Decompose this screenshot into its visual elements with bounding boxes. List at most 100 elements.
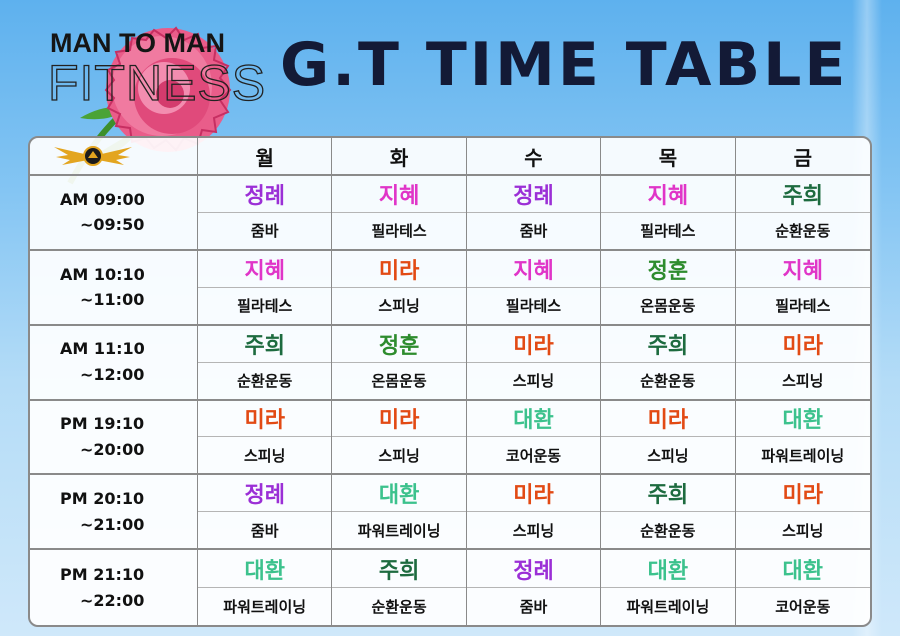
class-name: 코어운동: [775, 598, 831, 617]
class-name: 온몸운동: [371, 372, 427, 391]
class-name: 필라테스: [371, 222, 427, 241]
class-name: 스피닝: [647, 446, 689, 465]
time-end: ~22:00: [80, 590, 145, 610]
time-end: ~12:00: [80, 365, 145, 385]
time-slot: PM 20:10 ~21:00: [30, 475, 198, 551]
instructor-name: 미라: [735, 475, 870, 513]
instructor-name: 주희: [601, 475, 735, 513]
instructor-name: 미라: [466, 326, 601, 363]
instructor-name: 주희: [601, 326, 735, 363]
time-start: PM 19:10: [60, 414, 145, 434]
instructor-name: 주희: [735, 176, 870, 213]
day-header: 목: [601, 138, 736, 176]
schedule-cell: 정례 줌바: [466, 176, 602, 251]
class-name: 스피닝: [782, 521, 824, 540]
instructor-name: 주희: [332, 550, 466, 589]
class-name: 파워트레이닝: [626, 598, 710, 617]
class-name: 스피닝: [378, 446, 420, 465]
class-name: 스피닝: [243, 446, 286, 465]
class-name: 순환운동: [640, 521, 696, 540]
instructor-name: 지혜: [466, 251, 601, 288]
instructor-name: 정훈: [601, 251, 735, 288]
class-name: 스피닝: [512, 521, 555, 540]
schedule-cell: 지혜 필라테스: [332, 176, 467, 251]
schedule-cell: 주희 순환운동: [601, 325, 736, 401]
instructor-name: 정례: [198, 176, 332, 213]
class-name: 스피닝: [378, 297, 420, 316]
time-end: ~09:50: [80, 215, 145, 235]
timetable-grid: 월 화 수 목 금 AM 09:00 ~09:50 정례 줌바 지혜 필라테스 정례 줌바 지혜…: [28, 136, 872, 627]
class-name: 스피닝: [512, 372, 555, 391]
day-header: 월: [198, 138, 333, 176]
instructor-name: 미라: [466, 475, 601, 513]
instructor-name: 미라: [332, 251, 466, 288]
class-name: 파워트레이닝: [223, 598, 307, 617]
instructor-name: 정훈: [332, 326, 466, 363]
class-name: 필라테스: [505, 297, 562, 316]
table-corner: [30, 138, 198, 176]
instructor-name: 미라: [601, 401, 735, 438]
time-start: PM 21:10: [60, 564, 145, 584]
day-header: 금: [735, 138, 870, 176]
instructor-name: 정례: [198, 475, 332, 513]
schedule-cell: 정례 줌바: [466, 550, 602, 625]
class-name: 파워트레이닝: [357, 521, 441, 540]
instructor-name: 미라: [198, 401, 332, 438]
time-start: AM 11:10: [60, 339, 145, 359]
class-name: 필라테스: [640, 222, 696, 241]
instructor-name: 미라: [735, 326, 870, 363]
instructor-name: 대환: [466, 401, 601, 438]
instructor-name: 대환: [735, 550, 870, 589]
time-end: ~20:00: [80, 439, 145, 459]
schedule-cell: 주희 순환운동: [735, 176, 870, 251]
class-name: 순환운동: [237, 372, 293, 391]
class-name: 파워트레이닝: [761, 446, 845, 465]
time-start: AM 09:00: [60, 189, 145, 209]
brand-subtitle: FITNESS: [47, 55, 267, 111]
time-start: AM 10:10: [60, 264, 145, 284]
instructor-name: 미라: [332, 401, 466, 438]
instructor-name: 지혜: [601, 176, 735, 213]
time-end: ~11:00: [80, 290, 145, 310]
time-slot: PM 19:10 ~20:00: [30, 400, 198, 476]
class-name: 스피닝: [782, 372, 824, 391]
schedule-cell: 지혜 필라테스: [198, 250, 333, 326]
day-header: 수: [466, 138, 602, 176]
time-slot: AM 09:00 ~09:50: [30, 176, 198, 251]
time-start: PM 20:10: [60, 489, 145, 509]
time-slot: AM 10:10 ~11:00: [30, 250, 198, 326]
class-name: 줌바: [250, 222, 279, 241]
class-name: 순환운동: [371, 598, 427, 617]
schedule-cell: 대환 코어운동: [466, 400, 602, 476]
class-name: 줌바: [519, 598, 548, 617]
instructor-name: 대환: [332, 475, 466, 513]
class-name: 줌바: [250, 521, 279, 540]
instructor-name: 지혜: [735, 251, 870, 288]
instructor-name: 주희: [198, 326, 332, 363]
class-name: 필라테스: [775, 297, 831, 316]
instructor-name: 대환: [601, 550, 735, 589]
brand-name: MAN TO MAN: [50, 28, 225, 58]
class-name: 온몸운동: [640, 297, 696, 316]
time-end: ~21:00: [80, 514, 145, 534]
class-name: 줌바: [519, 222, 548, 241]
page-title: G.T TIME TABLE: [280, 30, 849, 100]
instructor-name: 대환: [735, 401, 870, 438]
